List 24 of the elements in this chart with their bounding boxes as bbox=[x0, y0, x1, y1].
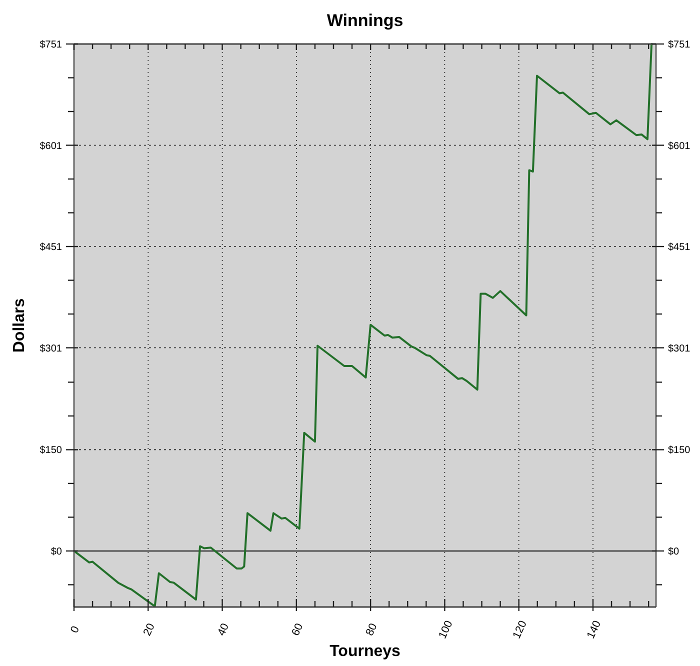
x-tick-label: 120 bbox=[510, 618, 530, 641]
y2-tick-label: $301 bbox=[668, 343, 691, 354]
y2-tick-label: $751 bbox=[668, 40, 691, 50]
y-tick-label: $601 bbox=[40, 140, 62, 152]
y-tick-label: $301 bbox=[40, 343, 62, 354]
x-tick-label: 100 bbox=[436, 618, 456, 641]
y2-tick-label: $601 bbox=[668, 140, 691, 152]
x-tick-label: 80 bbox=[364, 622, 380, 638]
y-tick-label: $751 bbox=[40, 40, 62, 50]
y2-tick-label: $0 bbox=[668, 546, 680, 558]
y2-tick-label: $451 bbox=[668, 242, 691, 254]
x-tick-label: 20 bbox=[141, 622, 158, 638]
y-tick-label: $451 bbox=[40, 242, 62, 254]
chart-title: Winnings bbox=[326, 11, 404, 30]
y-tick-label: $0 bbox=[50, 546, 62, 558]
x-tick-label: 140 bbox=[584, 618, 604, 641]
x-tick-label: 40 bbox=[216, 622, 232, 638]
y-tick-label: $150 bbox=[40, 445, 62, 456]
x-tick-label: 60 bbox=[290, 622, 306, 638]
x-axis-title: Tourneys bbox=[330, 643, 401, 660]
line-series bbox=[73, 43, 653, 608]
x-tick-label: 0 bbox=[68, 624, 82, 636]
y2-tick-label: $150 bbox=[668, 445, 691, 456]
y-axis-title: Dollars bbox=[11, 298, 28, 353]
